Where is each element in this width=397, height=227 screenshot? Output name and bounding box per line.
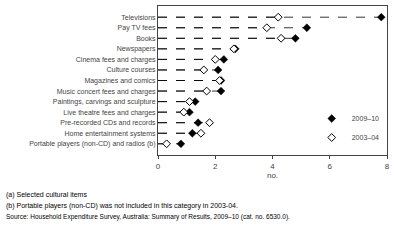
svg-text:0: 0 — [156, 162, 161, 171]
svg-text:Source: Household Expenditure: Source: Household Expenditure Survey, Au… — [6, 213, 290, 221]
svg-text:2: 2 — [213, 162, 218, 171]
svg-text:Culture courses: Culture courses — [107, 66, 157, 73]
svg-text:6: 6 — [328, 162, 333, 171]
svg-text:Live theatre fees and charges: Live theatre fees and charges — [63, 109, 156, 117]
svg-text:2009–10: 2009–10 — [352, 115, 379, 122]
svg-text:Magazines and comics: Magazines and comics — [84, 77, 156, 85]
svg-text:Televisions: Televisions — [121, 14, 156, 21]
svg-text:8: 8 — [385, 162, 390, 171]
svg-text:Pay TV fees: Pay TV fees — [118, 24, 157, 32]
svg-text:Music concert fees and charges: Music concert fees and charges — [57, 88, 156, 96]
svg-text:Paintings, carvings and sculpt: Paintings, carvings and sculpture — [53, 98, 156, 106]
svg-text:Cinema fees and charges: Cinema fees and charges — [76, 56, 156, 64]
svg-text:2003–04: 2003–04 — [352, 134, 379, 141]
svg-text:(a) Selected cultural items: (a) Selected cultural items — [6, 191, 87, 199]
svg-text:Home entertainment systems: Home entertainment systems — [65, 130, 157, 138]
svg-text:Pre-recorded CDs and records: Pre-recorded CDs and records — [60, 119, 156, 126]
svg-text:4: 4 — [270, 162, 275, 171]
svg-text:Books: Books — [136, 35, 156, 42]
svg-text:(b) Portable players (non-CD): (b) Portable players (non-CD) was not in… — [6, 202, 238, 210]
svg-text:Portable players (non-CD) and: Portable players (non-CD) and radios (b) — [29, 140, 155, 148]
svg-text:no.: no. — [267, 171, 278, 180]
svg-text:Newspapers: Newspapers — [117, 45, 156, 53]
